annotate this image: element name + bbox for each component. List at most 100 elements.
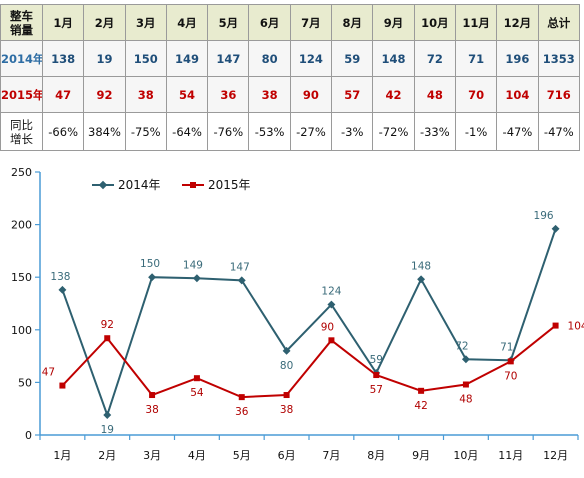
value-cell: 42 <box>372 76 415 113</box>
yoy-label-line-2: 增长 <box>10 131 33 146</box>
x-tick-label: 6月 <box>278 449 296 462</box>
data-point <box>283 392 290 399</box>
corner-line-2: 销量 <box>10 22 33 37</box>
value-cell: 90 <box>289 76 333 113</box>
data-point <box>327 300 336 309</box>
data-label: 47 <box>42 367 55 379</box>
table-header-row: 整车 销量 1月 2月 3月 4月 5月 6月 7月 8月 9月 10月 11月… <box>0 4 581 41</box>
y-tick-label: 200 <box>11 219 32 232</box>
data-point <box>462 381 469 388</box>
value-cell: 196 <box>496 40 539 77</box>
yoy-label-line-1: 同比 <box>10 117 33 132</box>
data-point <box>552 322 559 329</box>
value-cell: 54 <box>165 76 209 113</box>
data-label: 59 <box>370 354 383 366</box>
data-point <box>417 275 426 284</box>
data-label: 38 <box>145 404 158 416</box>
data-point <box>193 375 200 382</box>
value-cell: 124 <box>289 40 333 77</box>
x-axis: 1月 2月 3月 4月 5月 6月 7月 8月 9月 10月 11月 12月 <box>39 434 579 462</box>
y-tick-label: 150 <box>11 271 32 284</box>
value-cell: 147 <box>207 40 250 77</box>
yoy-cell: -72% <box>372 112 415 151</box>
value-cell: 92 <box>83 76 126 113</box>
data-label: 147 <box>230 261 250 273</box>
yoy-cell: 384% <box>83 112 126 151</box>
legend-label: 2014年 <box>118 178 161 192</box>
value-cell: 150 <box>124 40 167 77</box>
data-label: 42 <box>414 400 427 412</box>
data-label: 92 <box>101 319 114 331</box>
data-point <box>238 394 245 401</box>
series-line <box>61 324 557 399</box>
month-header: 3月 <box>124 4 167 41</box>
data-label: 38 <box>280 404 293 416</box>
x-tick-label: 1月 <box>53 449 71 462</box>
value-cell: 70 <box>454 76 498 113</box>
month-header: 4月 <box>165 4 209 41</box>
month-header: 2月 <box>83 4 126 41</box>
month-header: 5月 <box>207 4 250 41</box>
value-cell: 71 <box>454 40 498 77</box>
value-cell: 104 <box>496 76 539 113</box>
yoy-cell: -75% <box>124 112 167 151</box>
data-label: 19 <box>101 424 114 436</box>
y-tick-label: 50 <box>18 376 32 389</box>
legend-entry: 2014年 <box>92 178 161 192</box>
total-header: 总计 <box>537 4 581 41</box>
data-point <box>59 382 66 389</box>
data-point <box>192 274 201 283</box>
x-tick-label: 2月 <box>98 449 116 462</box>
data-point <box>58 285 67 294</box>
x-tick-label: 9月 <box>412 449 430 462</box>
data-label: 72 <box>455 340 468 352</box>
value-cell: 19 <box>83 40 126 77</box>
legend-entry: 2015年 <box>182 178 251 192</box>
data-point <box>418 387 425 394</box>
x-tick-label: 4月 <box>188 449 206 462</box>
value-cell: 59 <box>331 40 374 77</box>
yoy-cell: -66% <box>41 112 85 151</box>
data-label: 196 <box>534 210 554 222</box>
value-cell: 80 <box>248 40 291 77</box>
data-label: 148 <box>411 260 431 272</box>
y-tick-label: 0 <box>25 429 32 442</box>
data-point <box>282 346 291 355</box>
data-label: 71 <box>500 341 513 353</box>
value-cell: 149 <box>165 40 209 77</box>
yoy-cell: -27% <box>289 112 333 151</box>
yoy-cell: -1% <box>454 112 498 151</box>
month-header: 9月 <box>372 4 415 41</box>
value-cell: 36 <box>207 76 250 113</box>
data-point <box>507 358 514 365</box>
series-group: 138 19 150 149 147 80 124 59 148 72 71 196 47 92 38 54 3… <box>42 210 584 436</box>
y-tick-label: 100 <box>11 324 32 337</box>
value-cell: 48 <box>413 76 456 113</box>
x-tick-label: 12月 <box>543 449 568 462</box>
row-label-2014: 2014年 <box>0 40 43 77</box>
x-tick-label: 11月 <box>498 449 523 462</box>
data-label: 90 <box>321 321 334 333</box>
month-header: 11月 <box>454 4 498 41</box>
total-cell: 716 <box>537 76 581 113</box>
y-tick-label: 250 <box>11 166 32 179</box>
month-header: 12月 <box>496 4 539 41</box>
data-label: 36 <box>235 406 249 418</box>
series-2014年: 138 19 150 149 147 80 124 59 148 72 71 196 <box>50 210 560 436</box>
data-label: 138 <box>50 271 70 283</box>
value-cell: 138 <box>41 40 85 77</box>
data-label: 80 <box>280 360 293 372</box>
data-label: 54 <box>190 387 204 399</box>
x-tick-label: 3月 <box>143 449 161 462</box>
value-cell: 57 <box>331 76 374 113</box>
value-cell: 38 <box>248 76 291 113</box>
legend: 2014年 2015年 <box>92 178 251 192</box>
data-label: 48 <box>459 394 472 406</box>
month-header: 6月 <box>248 4 291 41</box>
data-point <box>551 224 560 233</box>
data-label: 70 <box>504 370 517 382</box>
series-2015年: 47 92 38 54 36 38 90 57 42 48 70 104 <box>42 319 584 418</box>
legend-swatch-marker <box>98 180 108 190</box>
yoy-cell: -33% <box>413 112 456 151</box>
value-cell: 72 <box>413 40 456 77</box>
